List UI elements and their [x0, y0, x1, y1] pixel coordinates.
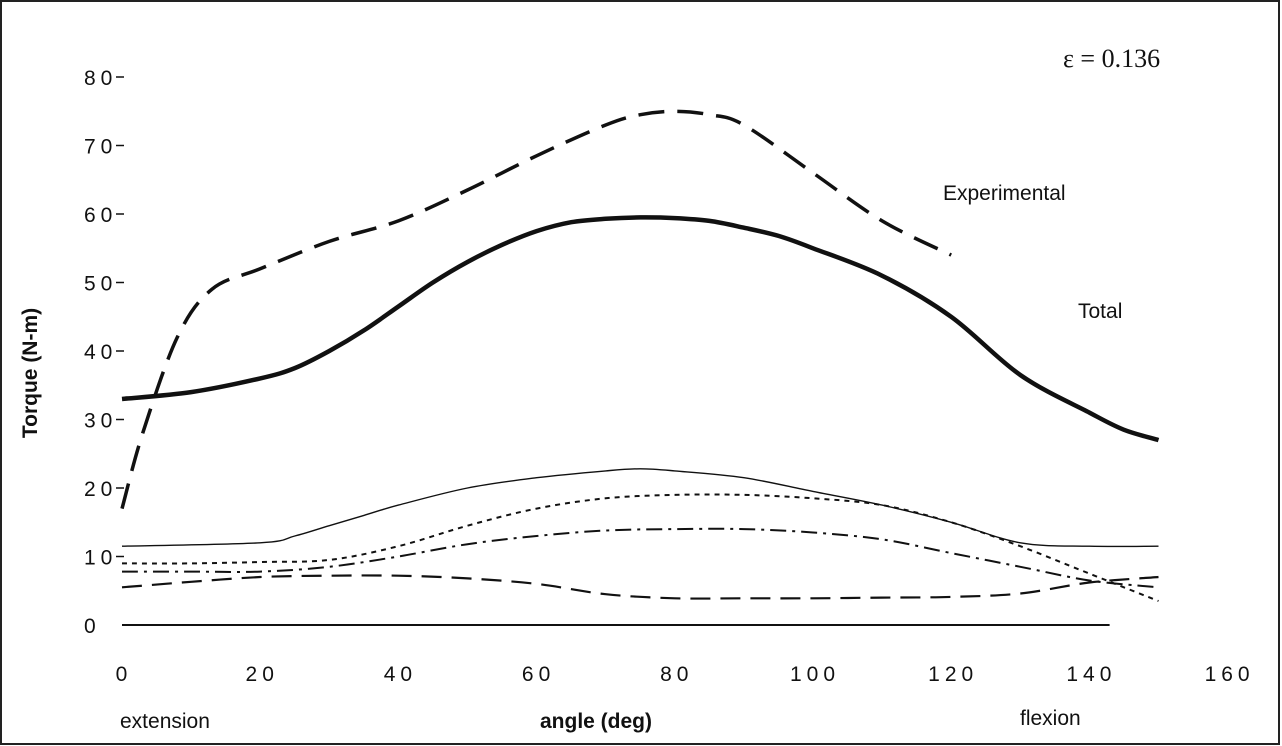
total-line	[121, 215, 1160, 443]
component-line-long-dash	[121, 574, 1159, 600]
y-tick-label: 60	[84, 204, 117, 227]
x-tick-label: 80	[660, 663, 693, 686]
epsilon-parameter-label: ε = 0.136	[1063, 44, 1160, 73]
component-line-solid	[121, 468, 1159, 548]
x-tick-label: 60	[522, 663, 555, 686]
x-tick-label: 140	[1066, 663, 1116, 686]
component-line-dash-dot	[122, 527, 1159, 589]
y-tick-label: 30	[84, 410, 117, 433]
series-layer	[120, 109, 1160, 602]
x-tick-label: 100	[790, 663, 840, 686]
x-tick-label: 20	[246, 663, 279, 686]
x-tick-label: 160	[1205, 663, 1255, 686]
experimental-line	[120, 109, 952, 510]
y-axis-title: Torque (N-m)	[19, 308, 42, 438]
y-tick-label: 50	[84, 273, 117, 296]
x-axis-title: angle (deg)	[540, 710, 652, 733]
y-tick-label: 0	[84, 615, 101, 638]
experimental-series-label: Experimental	[943, 182, 1066, 205]
x-tick-label: 120	[928, 663, 978, 686]
y-tick-label: 10	[84, 547, 117, 570]
component-line-short-dash	[121, 493, 1159, 602]
x-tick-label: 40	[384, 663, 417, 686]
extension-label: extension	[120, 710, 210, 733]
y-tick-label: 80	[84, 67, 117, 90]
y-tick-label: 40	[84, 341, 117, 364]
y-axis-ticks: 0 10 20 30 40 50 60 70 80	[84, 67, 124, 638]
y-tick-label: 70	[84, 136, 117, 159]
x-axis-ticks: 0 20 40 60 80 100 120 140 160	[116, 663, 1255, 686]
y-tick-label: 20	[84, 478, 117, 501]
x-tick-label: 0	[116, 663, 133, 686]
total-series-label: Total	[1078, 300, 1122, 323]
flexion-label: flexion	[1020, 707, 1081, 730]
